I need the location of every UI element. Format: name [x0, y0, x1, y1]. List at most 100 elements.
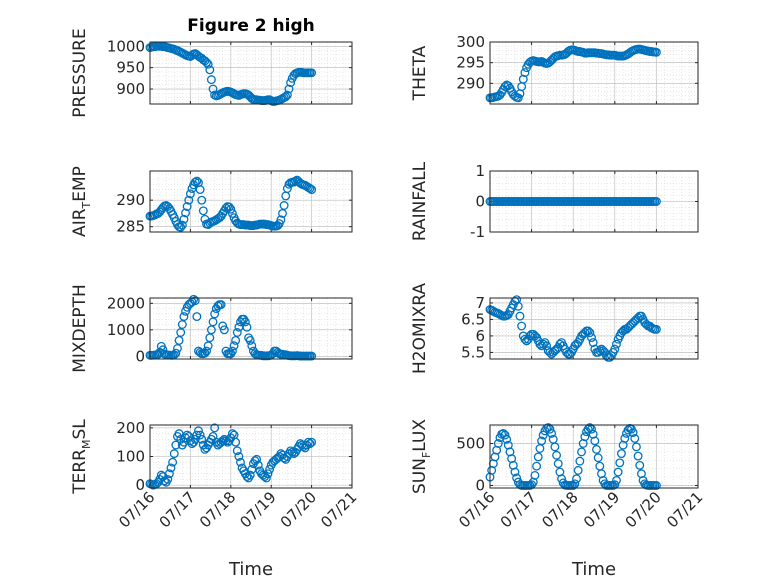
data-point: [216, 300, 226, 310]
data-point: [307, 185, 317, 195]
y-tick-label: 0: [475, 476, 485, 494]
chart-title: Figure 2 high: [187, 16, 315, 36]
data-point: [512, 295, 522, 305]
y-axis-label: SUNFLUX: [410, 419, 433, 494]
y-tick-label: 1000: [107, 321, 145, 339]
y-axis-label: TERRMSL: [70, 419, 93, 495]
data-point: [203, 341, 213, 351]
data-point: [240, 317, 250, 327]
data-point: [592, 444, 601, 454]
data-point: [210, 309, 220, 319]
data-point: [210, 423, 220, 433]
data-point: [208, 317, 218, 327]
data-point: [247, 464, 257, 474]
data-point: [303, 437, 313, 447]
data-point: [202, 58, 212, 67]
data-point: [493, 439, 503, 448]
x-tick-label: 07/19: [580, 488, 623, 531]
data-point: [651, 481, 661, 490]
data-point: [184, 195, 194, 205]
axes-air_temp: 285 290 AIRTEMP: [70, 166, 353, 237]
y-axis-label-subscript: M: [80, 440, 93, 450]
data-point: [231, 437, 241, 447]
x-axis-label: Time: [571, 559, 616, 580]
data-point: [174, 429, 184, 439]
data-point: [631, 442, 641, 452]
data-point: [177, 320, 187, 329]
data-point: [247, 341, 257, 351]
data-point: [232, 446, 242, 456]
data-point: [612, 339, 621, 349]
data-point: [577, 447, 586, 457]
y-tick-label: 7: [475, 294, 485, 312]
data-point: [307, 351, 317, 361]
data-point: [261, 473, 271, 483]
data-point: [307, 68, 317, 78]
data-point: [305, 439, 315, 449]
data-point: [575, 456, 585, 466]
y-tick-label: 200: [116, 419, 145, 437]
axes-theta: 290 295 300 THETA: [410, 33, 699, 105]
y-tick-label: 290: [456, 74, 485, 92]
y-tick-label: 1: [475, 162, 485, 180]
data-point: [169, 449, 179, 459]
data-point: [234, 452, 244, 461]
data-point: [232, 328, 242, 337]
x-tick-label: 07/21: [317, 488, 360, 531]
data-point: [242, 322, 252, 332]
data-point: [195, 430, 205, 440]
data-point: [179, 437, 189, 447]
y-tick-label: 6.5: [461, 310, 485, 328]
data-point: [221, 436, 231, 446]
axes-h2omixra: 5.566.57 H2OMIXRA: [410, 283, 699, 374]
axes-frame: [489, 170, 699, 233]
y-axis-label: MIXDEPTH: [70, 284, 90, 373]
y-tick-label: 0: [135, 347, 145, 365]
data-point: [517, 321, 527, 331]
data-point: [513, 301, 523, 311]
y-axis-label-subscript: F: [420, 452, 433, 458]
data-point: [164, 469, 174, 479]
y-axis-label: H2OMIXRA: [410, 283, 430, 374]
axes-frame: [489, 424, 699, 489]
data-point: [282, 90, 292, 100]
data-point: [623, 425, 633, 435]
data-point: [500, 82, 510, 92]
y-tick-label: -1: [470, 223, 485, 241]
y-tick-label: 0: [135, 476, 145, 494]
data-point: [168, 457, 178, 467]
data-point: [226, 204, 236, 214]
data-point: [171, 348, 181, 358]
data-point: [177, 220, 187, 230]
data-point: [205, 65, 215, 75]
y-tick-label: 2000: [107, 294, 145, 312]
data-point: [617, 449, 626, 459]
x-tick-label: 07/17: [156, 488, 199, 531]
data-point: [236, 457, 245, 467]
data-point: [530, 470, 540, 480]
data-point: [229, 341, 239, 351]
y-axis-label: THETA: [410, 45, 430, 101]
data-point: [218, 436, 228, 446]
data-point: [166, 463, 176, 473]
axes-frame: [489, 297, 699, 360]
axes-frame: [149, 41, 353, 105]
x-tick-label: 07/18: [196, 488, 239, 531]
y-tick-label: 5.5: [461, 343, 485, 361]
data-point: [245, 470, 255, 480]
data-point: [284, 84, 294, 94]
data-point: [279, 201, 289, 210]
y-axis-label: RAINFALL: [410, 161, 430, 241]
data-point: [553, 459, 563, 469]
x-tick-label: 07/20: [622, 488, 665, 531]
data-point: [502, 434, 512, 444]
data-point: [515, 311, 525, 321]
data-point: [179, 312, 189, 322]
y-axis-label: AIRTEMP: [70, 166, 93, 237]
data-point: [197, 434, 207, 444]
y-tick-label: 300: [456, 33, 485, 51]
y-axis-label-tail: SL: [70, 419, 90, 440]
y-axis-label-tail: LUX: [410, 419, 430, 452]
